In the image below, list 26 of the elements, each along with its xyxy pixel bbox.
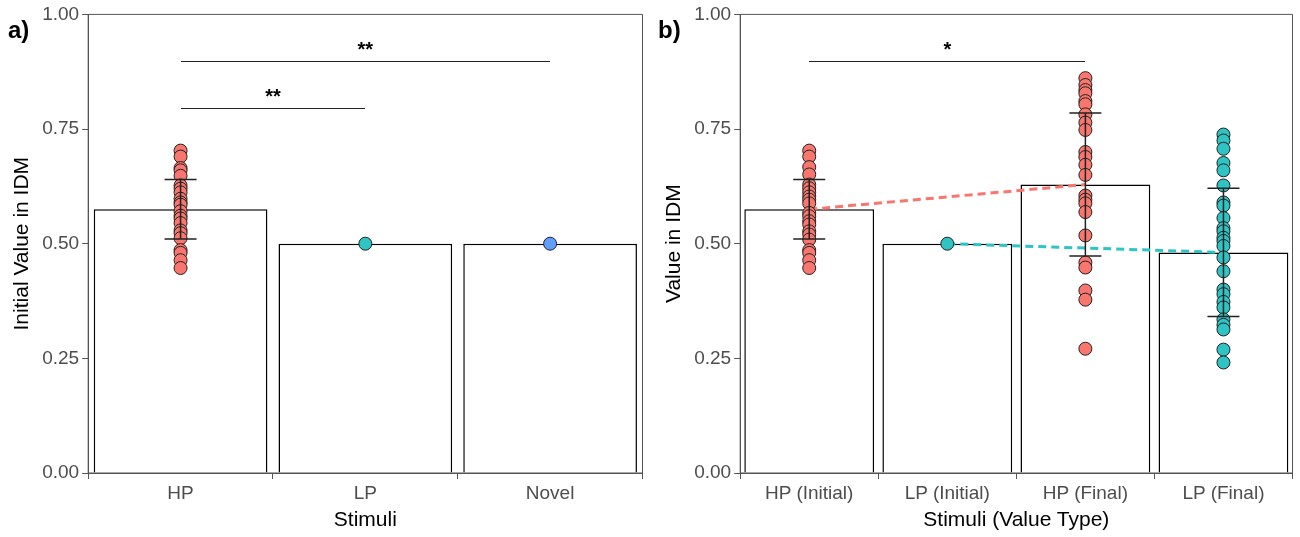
- annotation: **: [357, 38, 374, 61]
- y-tick-label: 1.00: [694, 2, 732, 24]
- x-tick-label: LP (Final): [1182, 481, 1265, 503]
- y-tick-label: 0.50: [42, 231, 80, 253]
- x-tick-label: LP (Initial): [904, 481, 990, 503]
- y-tick-label: 0.00: [42, 461, 80, 483]
- x-axis-title: Stimuli: [333, 507, 397, 531]
- y-tick-label: 0.50: [694, 231, 732, 253]
- annotation: *: [943, 38, 952, 61]
- chart-title: a): [8, 16, 30, 44]
- y-tick-label: 0.75: [42, 117, 80, 139]
- y-tick-label: 0.25: [694, 346, 732, 368]
- x-tick-label: LP: [353, 481, 377, 503]
- y-axis-title: Initial Value in IDM: [9, 156, 33, 331]
- x-tick-label: HP (Initial): [765, 481, 854, 503]
- x-tick-label: Novel: [525, 481, 575, 503]
- y-tick-label: 0.00: [694, 461, 732, 483]
- x-tick-label: HP (Final): [1042, 481, 1128, 503]
- annotation: **: [265, 85, 281, 108]
- y-tick-label: 0.25: [42, 346, 80, 368]
- y-tick-label: 0.75: [694, 117, 732, 139]
- y-axis-title: Value in IDM: [661, 184, 685, 304]
- y-tick-label: 1.00: [42, 2, 80, 24]
- x-axis-title: Stimuli (Value Type): [923, 507, 1110, 531]
- chart-title: b): [658, 16, 681, 44]
- x-tick-label: HP: [167, 481, 194, 503]
